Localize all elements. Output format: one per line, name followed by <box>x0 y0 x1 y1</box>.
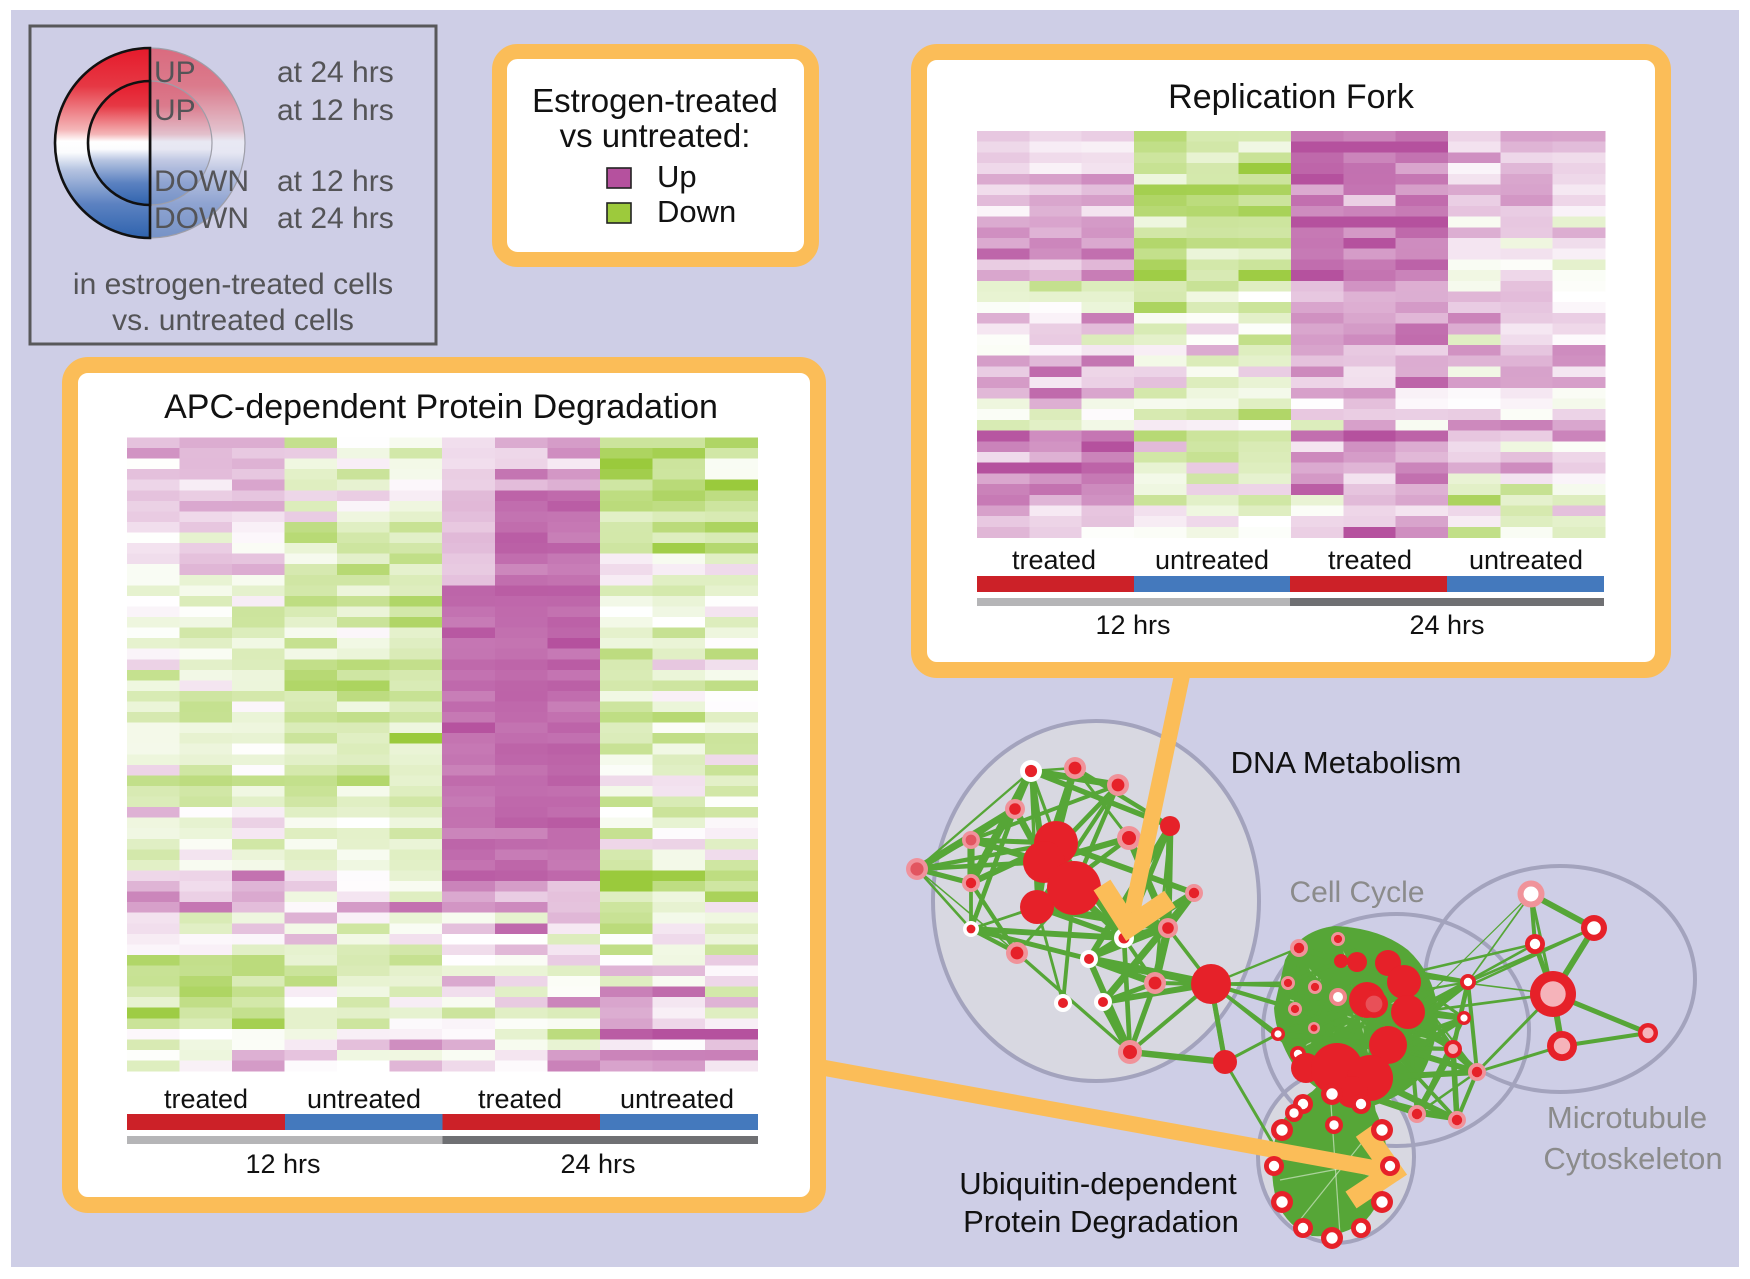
svg-text:at 24 hrs: at 24 hrs <box>277 202 394 235</box>
svg-text:UP: UP <box>154 56 196 89</box>
svg-text:12 hrs: 12 hrs <box>1095 610 1170 640</box>
svg-text:Microtubule: Microtubule <box>1547 1100 1707 1135</box>
svg-text:in estrogen-treated cells: in estrogen-treated cells <box>73 268 393 301</box>
svg-text:vs untreated:: vs untreated: <box>560 117 751 154</box>
svg-text:24 hrs: 24 hrs <box>1409 610 1484 640</box>
svg-text:DOWN: DOWN <box>154 202 249 235</box>
svg-text:untreated: untreated <box>1469 545 1583 575</box>
svg-text:DNA Metabolism: DNA Metabolism <box>1231 745 1462 780</box>
svg-text:vs. untreated cells: vs. untreated cells <box>112 304 354 337</box>
svg-text:APC-dependent Protein Degradat: APC-dependent Protein Degradation <box>164 388 718 426</box>
svg-text:Cytoskeleton: Cytoskeleton <box>1543 1141 1722 1176</box>
svg-text:UP: UP <box>154 94 196 127</box>
svg-text:Ubiquitin-dependent: Ubiquitin-dependent <box>959 1166 1237 1201</box>
svg-text:Down: Down <box>657 194 736 229</box>
svg-text:treated: treated <box>478 1084 562 1114</box>
svg-text:at 24 hrs: at 24 hrs <box>277 56 394 89</box>
svg-text:24 hrs: 24 hrs <box>560 1149 635 1179</box>
svg-text:untreated: untreated <box>307 1084 421 1114</box>
svg-text:treated: treated <box>1328 545 1412 575</box>
svg-text:at 12 hrs: at 12 hrs <box>277 94 394 127</box>
svg-text:Estrogen-treated: Estrogen-treated <box>532 82 778 119</box>
svg-text:untreated: untreated <box>1155 545 1269 575</box>
svg-text:untreated: untreated <box>620 1084 734 1114</box>
svg-text:Cell Cycle: Cell Cycle <box>1289 876 1424 909</box>
svg-text:treated: treated <box>164 1084 248 1114</box>
svg-text:Protein Degradation: Protein Degradation <box>963 1204 1239 1239</box>
svg-text:12 hrs: 12 hrs <box>245 1149 320 1179</box>
svg-text:DOWN: DOWN <box>154 165 249 198</box>
svg-text:treated: treated <box>1012 545 1096 575</box>
svg-text:at 12 hrs: at 12 hrs <box>277 165 394 198</box>
svg-text:Replication Fork: Replication Fork <box>1168 78 1415 116</box>
svg-text:Up: Up <box>657 159 697 194</box>
